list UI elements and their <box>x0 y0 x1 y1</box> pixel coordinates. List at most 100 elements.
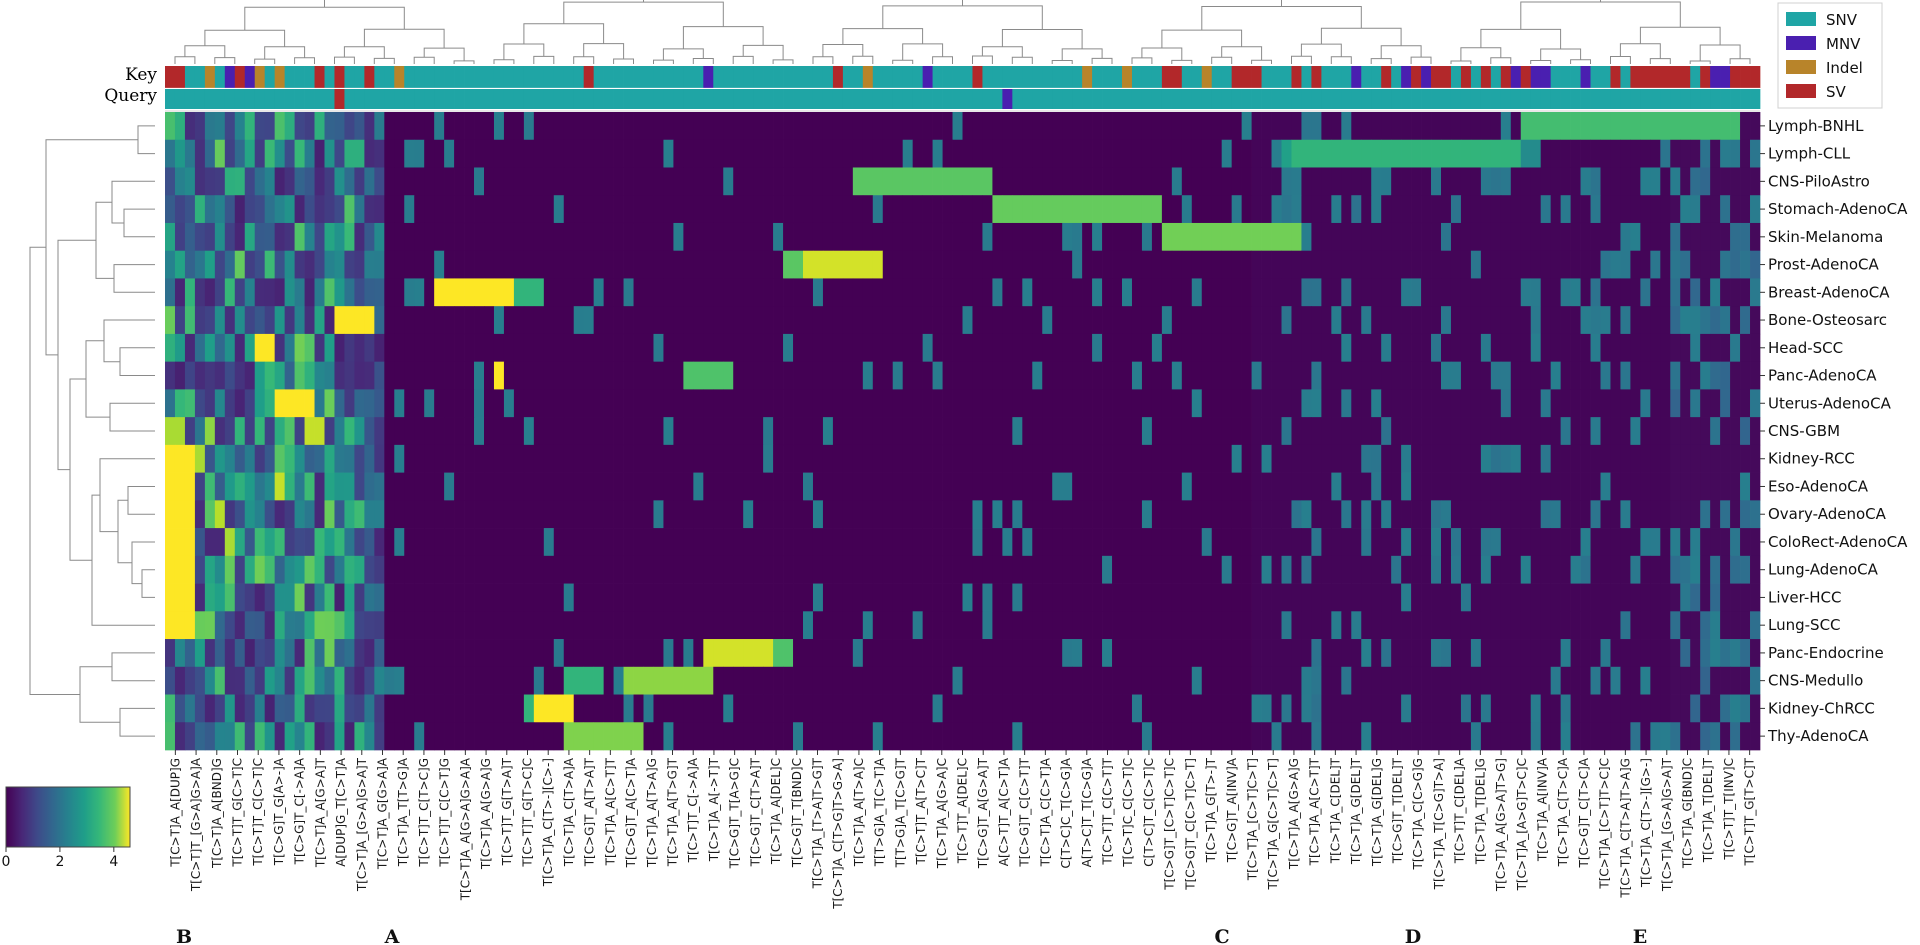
heatmap-cell <box>962 472 973 501</box>
key-cell <box>1580 66 1591 88</box>
heatmap-cell <box>912 389 923 418</box>
heatmap-cell <box>1171 167 1183 196</box>
heatmap-cell <box>1720 611 1731 640</box>
heatmap-cell <box>583 639 595 668</box>
heatmap-cell <box>1331 167 1342 196</box>
heatmap-cell <box>1640 139 1651 168</box>
heatmap-cell <box>493 139 505 168</box>
heatmap-cell <box>1231 583 1242 612</box>
heatmap-cell <box>304 472 315 501</box>
heatmap-cell <box>1112 278 1123 307</box>
heatmap-cell <box>1630 278 1641 307</box>
heatmap-cell <box>852 444 864 473</box>
heatmap-cell <box>1450 167 1462 196</box>
heatmap-cell <box>1580 639 1591 668</box>
heatmap-cell <box>434 694 445 723</box>
heatmap-cell <box>1171 694 1183 723</box>
heatmap-cell <box>523 694 535 723</box>
heatmap-cell <box>1510 500 1522 529</box>
key-cell <box>1470 66 1482 88</box>
heatmap-cell <box>523 167 535 196</box>
heatmap-cell <box>394 417 405 446</box>
heatmap-cell <box>1331 306 1342 335</box>
heatmap-cell <box>1670 611 1681 640</box>
heatmap-cell <box>653 112 664 141</box>
heatmap-cell <box>214 639 226 668</box>
heatmap-cell <box>374 333 385 362</box>
heatmap-cell <box>1680 500 1691 529</box>
heatmap-cell <box>1181 389 1193 418</box>
heatmap-cell <box>603 306 614 335</box>
query-cell <box>1042 89 1053 109</box>
heatmap-cell <box>324 306 335 335</box>
heatmap-cell <box>603 694 614 723</box>
column-label: T[C>T]A_A[C>T]T <box>1308 757 1322 866</box>
heatmap-cell <box>1221 139 1233 168</box>
heatmap-cell <box>1251 195 1262 224</box>
heatmap-cell <box>1052 694 1063 723</box>
heatmap-cell <box>822 278 834 307</box>
heatmap-cell <box>1271 611 1282 640</box>
heatmap-cell <box>194 528 206 557</box>
heatmap-cell <box>783 666 794 695</box>
key-cell <box>902 66 914 88</box>
heatmap-cell <box>1161 139 1173 168</box>
heatmap-cell <box>1411 222 1422 252</box>
heatmap-cell <box>334 222 345 252</box>
heatmap-cell <box>1680 417 1691 446</box>
heatmap-cell <box>1261 250 1272 279</box>
query-cell <box>783 89 794 109</box>
heatmap-cell <box>1361 528 1372 557</box>
heatmap-cell <box>1560 278 1571 307</box>
heatmap-cell <box>753 722 764 751</box>
heatmap-cell <box>523 139 535 168</box>
heatmap-cell <box>254 528 266 557</box>
heatmap-cell <box>334 278 345 307</box>
heatmap-cell <box>842 417 854 446</box>
heatmap-cell <box>713 694 724 723</box>
heatmap-cell <box>1450 555 1462 584</box>
heatmap-cell <box>284 139 295 168</box>
heatmap-cell <box>563 611 575 640</box>
heatmap-cell <box>1450 333 1462 362</box>
heatmap-cell <box>663 722 674 751</box>
heatmap-cell <box>384 583 395 612</box>
query-cell <box>892 89 904 109</box>
heatmap-cell <box>1600 528 1611 557</box>
heatmap-cell <box>1620 722 1631 751</box>
heatmap-cell <box>523 306 535 335</box>
key-cell <box>1112 66 1123 88</box>
heatmap-cell <box>1002 139 1013 168</box>
heatmap-cell <box>1690 639 1701 668</box>
heatmap-cell <box>1381 250 1392 279</box>
heatmap-cell <box>1610 555 1621 584</box>
heatmap-cell <box>493 361 505 390</box>
heatmap-cell <box>1371 639 1382 668</box>
query-cell <box>763 89 774 109</box>
heatmap-cell <box>822 639 834 668</box>
key-cell <box>1171 66 1183 88</box>
heatmap-cell <box>1012 222 1023 252</box>
heatmap-cell <box>344 694 355 723</box>
heatmap-cell <box>424 306 435 335</box>
heatmap-cell <box>384 167 395 196</box>
heatmap-cell <box>354 167 365 196</box>
heatmap-cell <box>274 555 285 584</box>
heatmap-cell <box>264 472 276 501</box>
heatmap-cell <box>1580 417 1591 446</box>
heatmap-cell <box>822 722 834 751</box>
heatmap-cell <box>583 195 595 224</box>
key-cell <box>663 66 674 88</box>
heatmap-cell <box>972 500 983 529</box>
heatmap-cell <box>1710 250 1721 279</box>
heatmap-cell <box>1361 361 1372 390</box>
heatmap-cell <box>1660 278 1671 307</box>
heatmap-cell <box>424 555 435 584</box>
heatmap-cell <box>932 333 943 362</box>
heatmap-cell <box>1730 583 1741 612</box>
heatmap-cell <box>1261 139 1272 168</box>
key-cell <box>354 66 365 88</box>
heatmap-cell <box>1331 722 1342 751</box>
query-cell <box>294 89 305 109</box>
heatmap-cell <box>1431 472 1442 501</box>
